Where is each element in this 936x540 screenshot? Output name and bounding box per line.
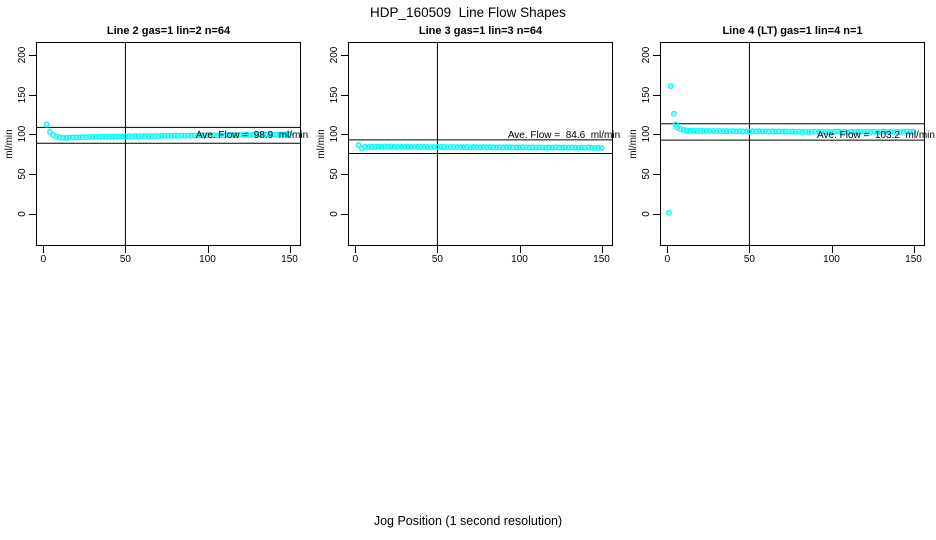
page-title: HDP_160509 Line Flow Shapes <box>370 5 566 20</box>
y-tick-mark <box>29 54 36 56</box>
y-tick-label: 50 <box>17 168 28 180</box>
y-tick-label: 0 <box>329 211 340 217</box>
x-tick-mark <box>519 246 521 253</box>
y-tick-label: 150 <box>641 86 652 103</box>
x-tick-mark <box>437 246 439 253</box>
x-tick-label: 150 <box>281 254 298 265</box>
y-tick-mark <box>29 94 36 96</box>
scatter-plot <box>36 42 301 246</box>
x-tick-mark <box>355 246 357 253</box>
x-tick-label: 50 <box>119 254 131 265</box>
plot-area: Ave. Flow = 103.2 ml/min <box>660 42 935 246</box>
ave-flow-annotation: Ave. Flow = 84.6 ml/min <box>507 130 621 141</box>
y-tick-label: 150 <box>329 86 340 103</box>
x-tick-label: 0 <box>664 254 671 265</box>
y-tick-label: 0 <box>17 211 28 217</box>
x-tick-mark <box>749 246 751 253</box>
y-tick-mark <box>653 134 660 136</box>
panel-title: Line 3 gas=1 lin=3 n=64 <box>418 25 543 37</box>
y-tick-label: 200 <box>641 46 652 64</box>
y-tick-mark <box>653 214 660 216</box>
y-tick-label: 200 <box>17 46 28 64</box>
y-tick-mark <box>341 174 348 176</box>
flow-panel-line4: Line 4 (LT) gas=1 lin=4 n=1 ml/min Ave. … <box>624 0 936 290</box>
y-tick-label: 100 <box>17 126 28 143</box>
y-tick-label: 200 <box>329 46 340 64</box>
x-axis-label: Jog Position (1 second resolution) <box>373 514 563 528</box>
x-tick-mark <box>831 246 833 253</box>
y-tick-label: 100 <box>641 126 652 143</box>
x-tick-mark <box>601 246 603 253</box>
flow-panel-line3: Line 3 gas=1 lin=3 n=64 ml/min Ave. Flow… <box>312 0 624 290</box>
x-tick-mark <box>207 246 209 253</box>
x-tick-label: 100 <box>823 254 840 265</box>
scatter-plot <box>660 42 925 246</box>
y-tick-mark <box>653 94 660 96</box>
x-tick-label: 150 <box>593 254 610 265</box>
x-tick-mark <box>125 246 127 253</box>
y-tick-label: 150 <box>17 86 28 103</box>
x-tick-label: 50 <box>431 254 443 265</box>
panel-title: Line 2 gas=1 lin=2 n=64 <box>106 25 231 37</box>
y-tick-mark <box>29 214 36 216</box>
x-tick-mark <box>289 246 291 253</box>
ave-flow-annotation: Ave. Flow = 98.9 ml/min <box>195 130 309 141</box>
y-tick-label: 50 <box>641 168 652 180</box>
scatter-plot <box>348 42 613 246</box>
x-tick-label: 0 <box>40 254 47 265</box>
y-tick-mark <box>341 214 348 216</box>
plot-area: Ave. Flow = 98.9 ml/min <box>36 42 308 246</box>
y-tick-mark <box>341 54 348 56</box>
x-tick-label: 50 <box>743 254 755 265</box>
x-tick-label: 100 <box>199 254 216 265</box>
x-tick-label: 0 <box>352 254 359 265</box>
x-tick-mark <box>667 246 669 253</box>
y-tick-label: 100 <box>329 126 340 143</box>
y-tick-mark <box>653 54 660 56</box>
flow-panel-line2: Line 2 gas=1 lin=2 n=64 ml/min Ave. Flow… <box>0 0 312 290</box>
y-tick-label: 50 <box>329 168 340 180</box>
y-tick-mark <box>341 94 348 96</box>
panel-title: Line 4 (LT) gas=1 lin=4 n=1 <box>722 25 863 37</box>
y-tick-mark <box>653 174 660 176</box>
plot-area: Ave. Flow = 84.6 ml/min <box>348 42 620 246</box>
ave-flow-annotation: Ave. Flow = 103.2 ml/min <box>817 130 935 141</box>
y-tick-mark <box>29 134 36 136</box>
y-tick-mark <box>29 174 36 176</box>
x-tick-mark <box>43 246 45 253</box>
y-tick-mark <box>341 134 348 136</box>
x-tick-label: 100 <box>511 254 528 265</box>
x-tick-label: 150 <box>905 254 922 265</box>
y-tick-label: 0 <box>641 211 652 217</box>
x-tick-mark <box>913 246 915 253</box>
